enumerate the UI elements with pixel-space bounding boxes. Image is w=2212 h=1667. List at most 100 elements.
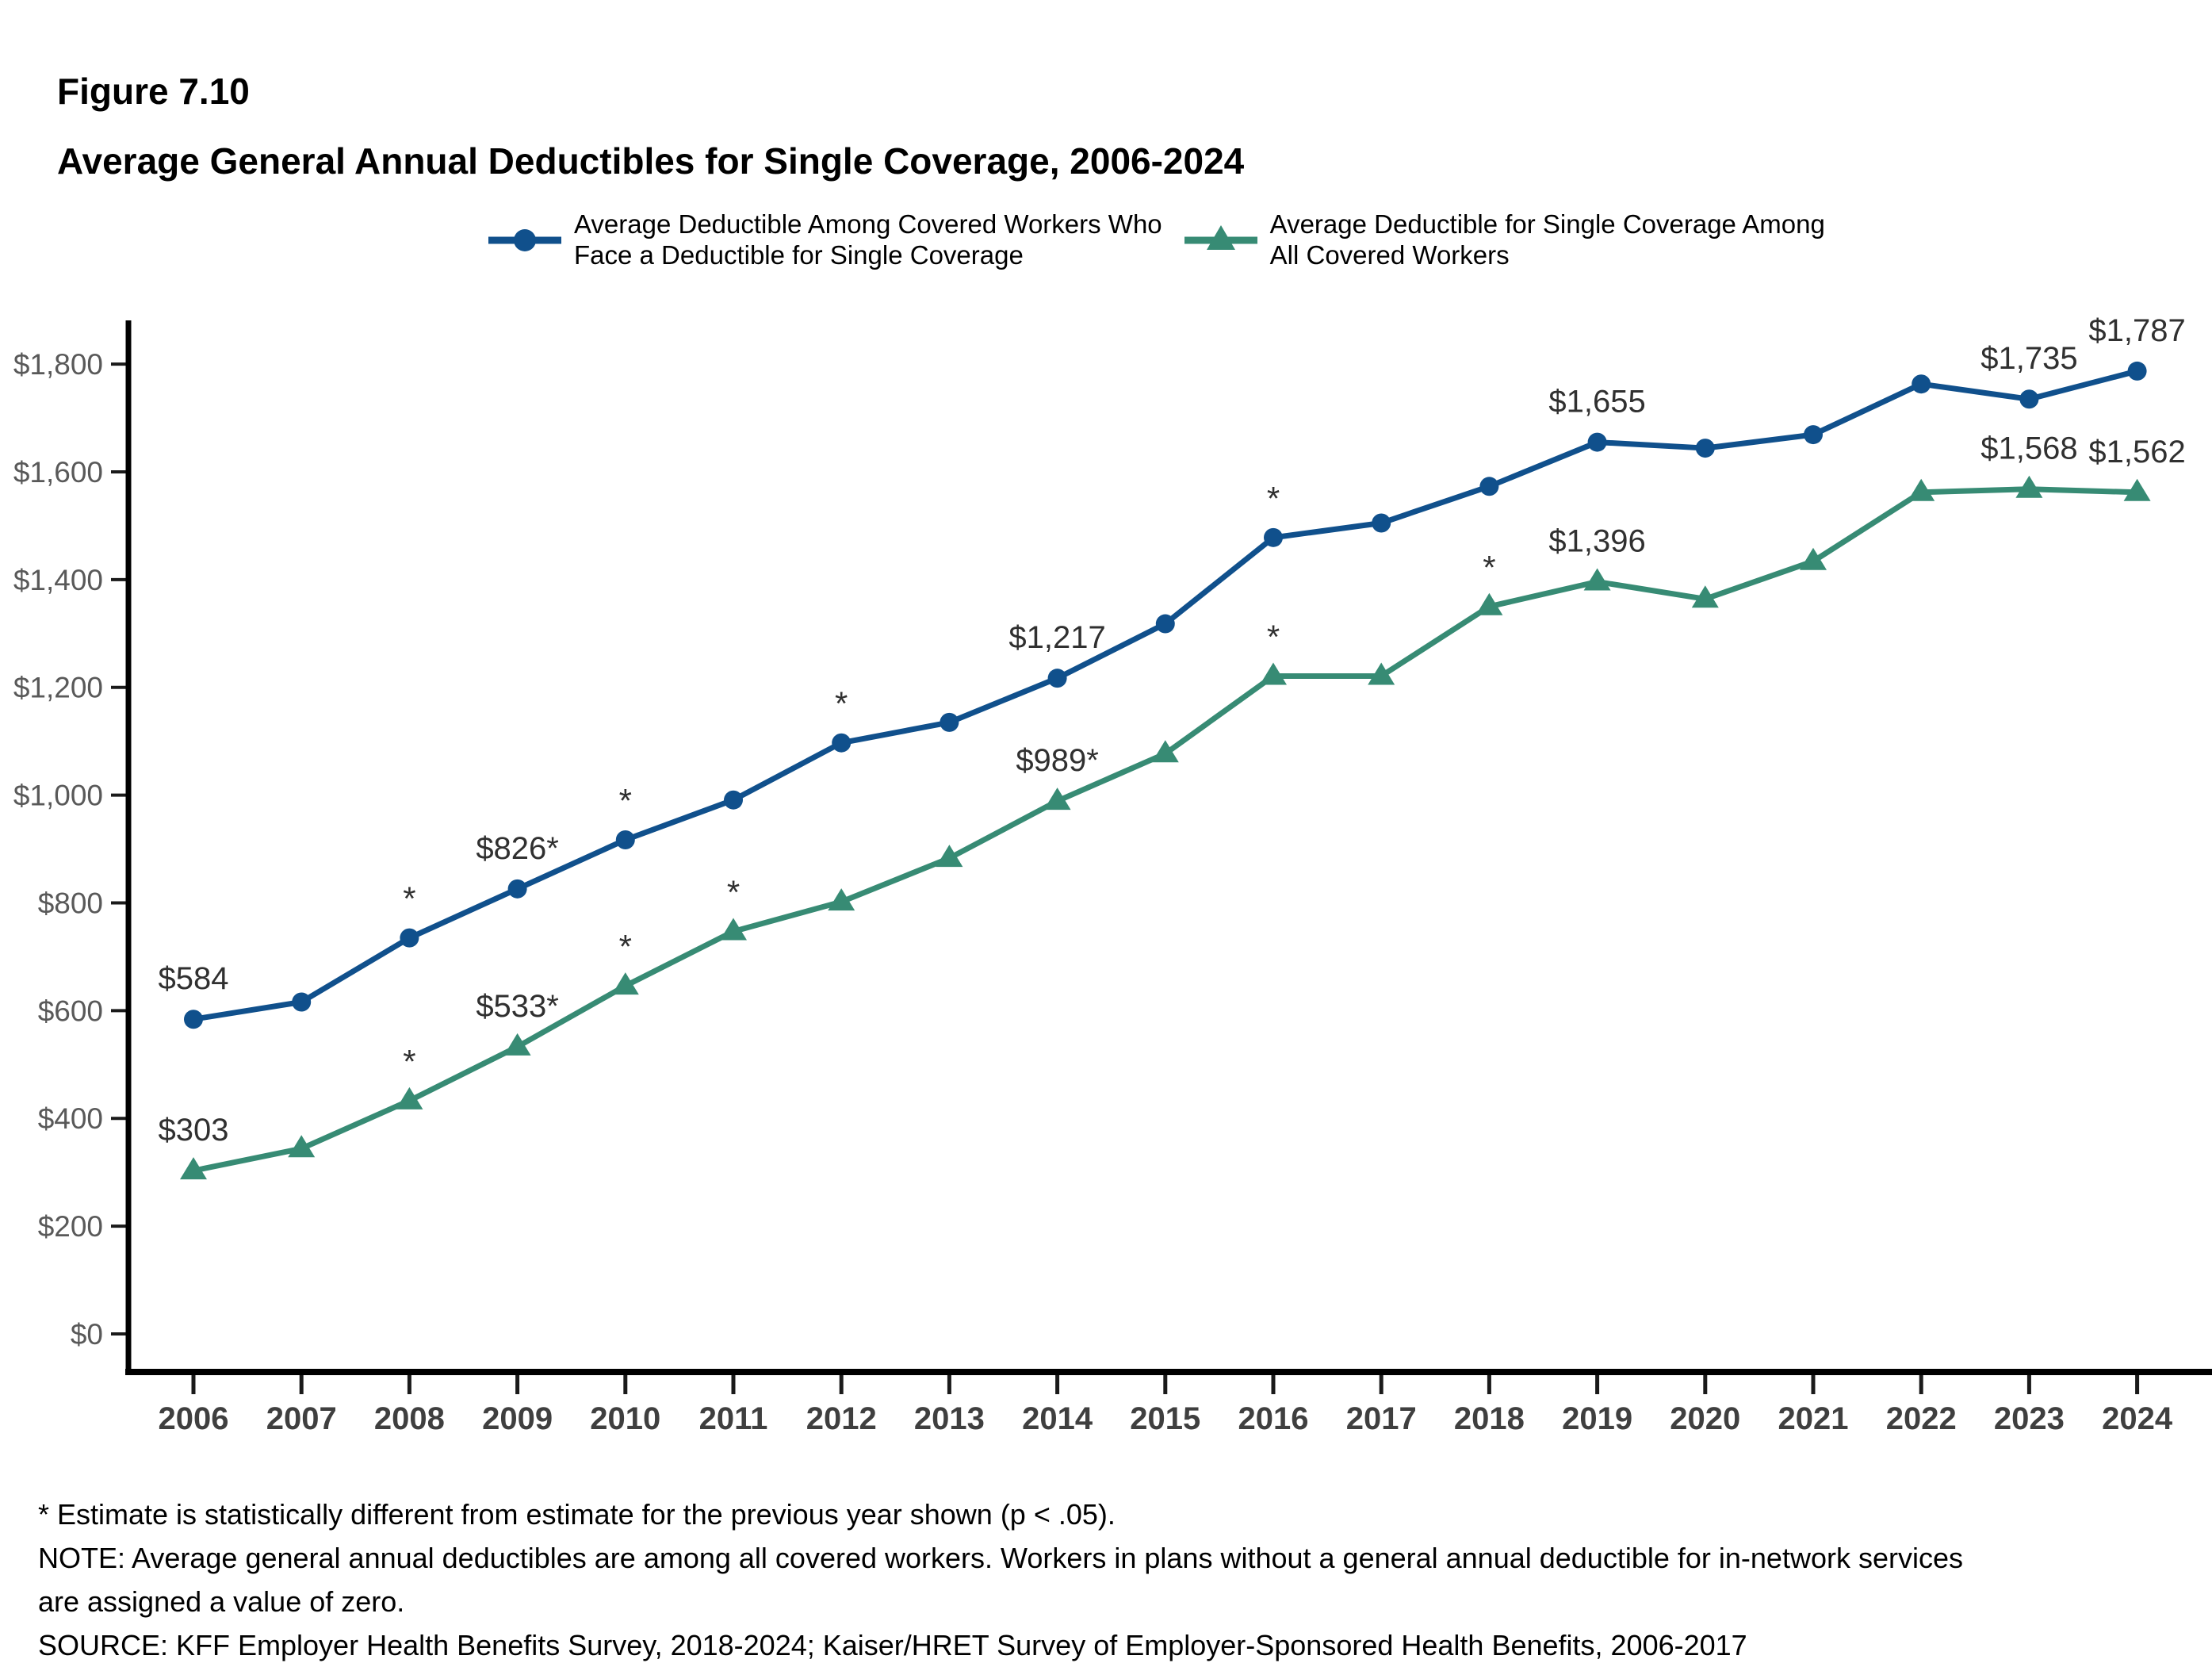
data-point-label: $303 bbox=[159, 1113, 229, 1148]
y-tick-label: $200 bbox=[38, 1210, 103, 1243]
y-tick-label: $800 bbox=[38, 887, 103, 919]
data-point-circle bbox=[1912, 374, 1931, 394]
data-point-label: $989* bbox=[1016, 743, 1099, 778]
legend-label-all-workers: Average Deductible for Single Coverage A… bbox=[1269, 209, 1825, 270]
footnote-source: SOURCE: KFF Employer Health Benefits Sur… bbox=[38, 1629, 1747, 1661]
data-point-label: $584 bbox=[159, 961, 229, 996]
data-point-triangle bbox=[1043, 788, 1071, 811]
data-point-label: $1,562 bbox=[2088, 435, 2185, 469]
x-tick-label: 2019 bbox=[1562, 1401, 1632, 1436]
data-point-triangle bbox=[720, 918, 747, 941]
x-tick-label: 2007 bbox=[266, 1401, 337, 1436]
data-point-circle bbox=[1155, 614, 1175, 634]
data-point-circle bbox=[724, 790, 743, 810]
x-tick-label: 2006 bbox=[159, 1401, 229, 1436]
data-point-circle bbox=[2019, 389, 2039, 409]
x-tick-label: 2010 bbox=[590, 1401, 660, 1436]
footnote-significance: * Estimate is statistically different fr… bbox=[38, 1498, 1116, 1531]
x-tick-label: 2018 bbox=[1454, 1401, 1525, 1436]
data-point-circle bbox=[1264, 527, 1283, 547]
data-point-triangle bbox=[180, 1157, 207, 1180]
x-tick-label: 2020 bbox=[1670, 1401, 1740, 1436]
data-point-triangle bbox=[1475, 592, 1503, 615]
data-point-triangle bbox=[1908, 478, 1935, 501]
footnotes: * Estimate is statistically different fr… bbox=[38, 1493, 1963, 1667]
data-point-circle bbox=[1372, 513, 1391, 533]
data-point-triangle bbox=[503, 1033, 531, 1056]
data-point-label: $533* bbox=[476, 989, 559, 1024]
data-point-circle bbox=[1587, 432, 1607, 452]
data-point-triangle bbox=[1151, 740, 1179, 763]
data-point-triangle bbox=[1800, 547, 1827, 570]
data-point-circle bbox=[1479, 477, 1499, 496]
legend-line-triangle-icon bbox=[1184, 224, 1257, 250]
y-tick-label: $1,200 bbox=[13, 672, 103, 704]
x-tick-label: 2015 bbox=[1130, 1401, 1200, 1436]
significance-asterisk: * bbox=[619, 928, 632, 965]
significance-asterisk: * bbox=[1483, 549, 1495, 586]
significance-asterisk: * bbox=[619, 782, 632, 819]
x-tick-label: 2014 bbox=[1022, 1401, 1093, 1436]
data-point-triangle bbox=[2015, 475, 2043, 498]
y-tick-label: $600 bbox=[38, 994, 103, 1027]
data-point-label: $1,217 bbox=[1008, 620, 1105, 655]
y-tick-label: $1,600 bbox=[13, 456, 103, 489]
x-tick-label: 2017 bbox=[1346, 1401, 1417, 1436]
y-tick-label: $1,800 bbox=[13, 348, 103, 381]
data-point-label: $1,787 bbox=[2088, 313, 2185, 348]
x-tick-label: 2021 bbox=[1778, 1401, 1849, 1436]
x-tick-label: 2022 bbox=[1886, 1401, 1957, 1436]
data-point-circle bbox=[1695, 439, 1715, 458]
y-tick-label: $0 bbox=[71, 1318, 103, 1351]
data-point-triangle bbox=[1260, 662, 1287, 685]
footnote-note-line1: NOTE: Average general annual deductibles… bbox=[38, 1542, 1963, 1574]
legend-item-all-workers: Average Deductible for Single Coverage A… bbox=[1181, 209, 1825, 271]
data-point-triangle bbox=[611, 972, 639, 995]
data-point-circle bbox=[184, 1010, 203, 1029]
data-point-triangle bbox=[396, 1086, 423, 1109]
significance-asterisk: * bbox=[835, 685, 848, 722]
data-point-circle bbox=[292, 992, 312, 1012]
footnote-note-line2: are assigned a value of zero. bbox=[38, 1585, 405, 1618]
chart-legend: Average Deductible Among Covered Workers… bbox=[485, 209, 1825, 271]
data-point-triangle bbox=[288, 1135, 316, 1158]
y-tick-label: $1,000 bbox=[13, 780, 103, 812]
series-all-covered-workers: * * * * * $303 $533* $989* $1,396 $1,568 $1,562 bbox=[159, 431, 2186, 1180]
x-tick-label: 2023 bbox=[1994, 1401, 2065, 1436]
significance-asterisk: * bbox=[403, 1043, 415, 1080]
data-point-circle bbox=[832, 733, 852, 753]
data-point-circle bbox=[940, 712, 959, 732]
data-point-circle bbox=[1804, 425, 1823, 445]
data-point-label: $1,735 bbox=[1980, 341, 2077, 376]
x-tick-label: 2013 bbox=[914, 1401, 985, 1436]
data-point-circle bbox=[615, 830, 635, 849]
significance-asterisk: * bbox=[403, 880, 415, 918]
series-workers-facing-deductible: * * * * $584 $826* $1,217 $1,655 $1,735 $1,787 bbox=[159, 313, 2186, 1029]
x-tick-label: 2016 bbox=[1238, 1401, 1309, 1436]
data-point-label: $1,396 bbox=[1548, 524, 1645, 559]
data-point-circle bbox=[507, 879, 527, 899]
data-point-triangle bbox=[1368, 662, 1395, 685]
data-point-circle bbox=[400, 928, 419, 948]
data-point-triangle bbox=[1691, 585, 1719, 608]
figure-title: Average General Annual Deductibles for S… bbox=[57, 140, 1245, 182]
data-point-circle bbox=[2127, 361, 2147, 381]
x-axis: 2006 2007 2008 2009 2010 2011 2012 2013 2014 2015… bbox=[159, 1375, 2173, 1436]
legend-line-circle-icon bbox=[488, 228, 561, 251]
x-tick-label: 2012 bbox=[806, 1401, 877, 1436]
significance-asterisk: * bbox=[1267, 618, 1280, 655]
data-point-label: $1,655 bbox=[1548, 385, 1645, 420]
data-point-label: $826* bbox=[476, 831, 559, 866]
data-point-triangle bbox=[828, 888, 855, 911]
x-tick-label: 2024 bbox=[2102, 1401, 2173, 1436]
legend-label-face-deductible: Average Deductible Among Covered Workers… bbox=[574, 209, 1162, 270]
y-tick-label: $400 bbox=[38, 1102, 103, 1135]
figure-number: Figure 7.10 bbox=[57, 71, 250, 112]
data-point-label: $1,568 bbox=[1980, 431, 2077, 466]
x-tick-label: 2009 bbox=[482, 1401, 553, 1436]
x-tick-label: 2008 bbox=[374, 1401, 445, 1436]
significance-asterisk: * bbox=[1267, 480, 1280, 517]
legend-item-face-deductible: Average Deductible Among Covered Workers… bbox=[485, 209, 1162, 271]
